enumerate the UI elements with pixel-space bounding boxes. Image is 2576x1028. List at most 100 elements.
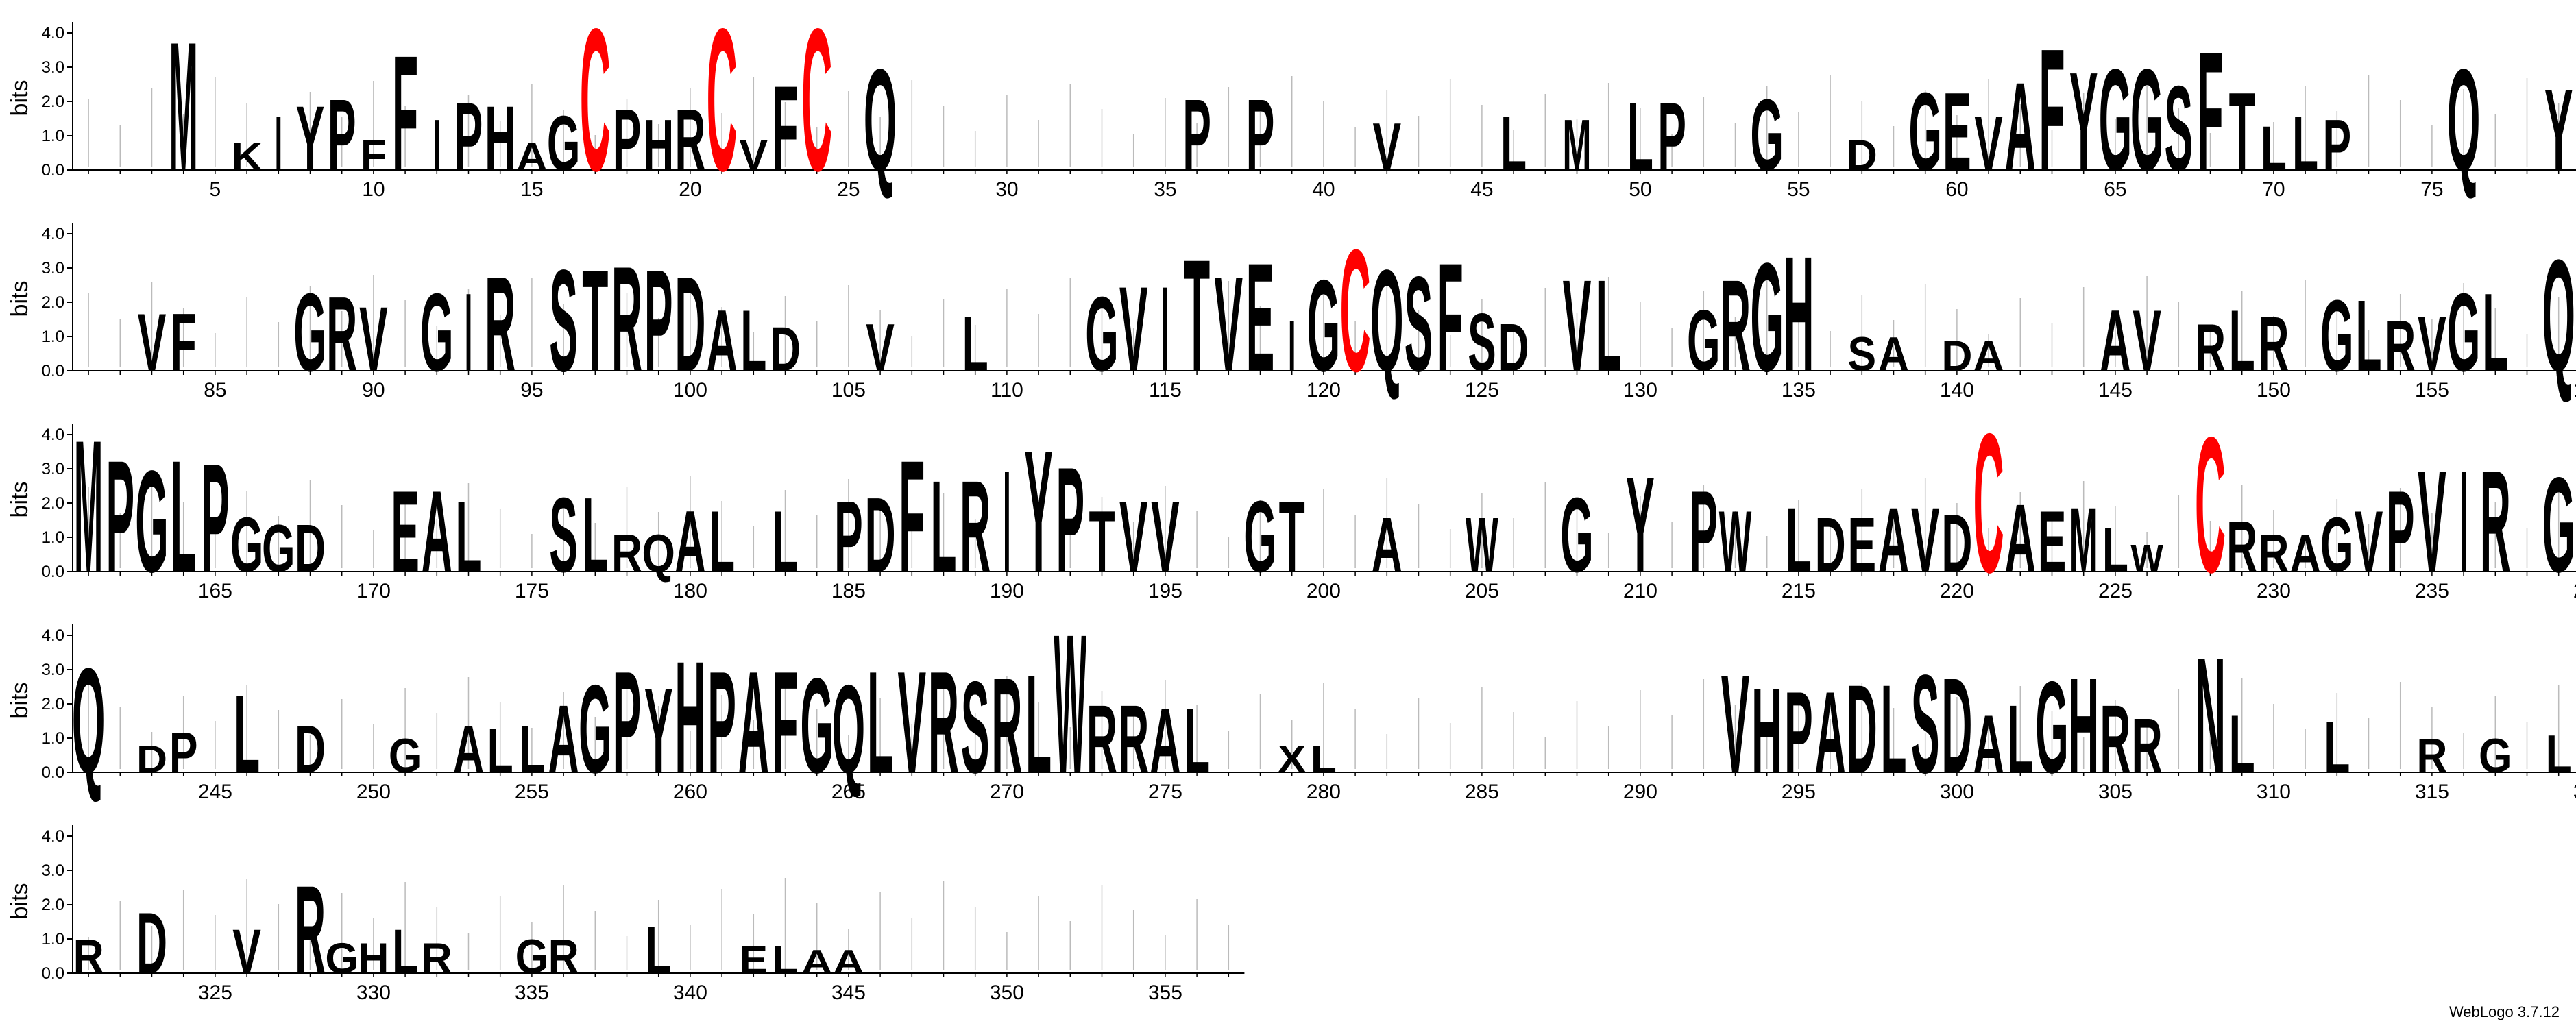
residue-letter: W xyxy=(1719,494,1752,591)
residue-letter: R xyxy=(2416,729,2447,783)
y-tick-label: 1.0 xyxy=(42,127,64,145)
residue-letter: R xyxy=(2258,301,2289,387)
residue-letter: A xyxy=(1973,698,2004,790)
residue-letter: A xyxy=(2290,523,2321,583)
residue-letter: G xyxy=(1243,480,1277,594)
x-tick-label: 310 xyxy=(2257,781,2291,803)
residue-letter: L xyxy=(1025,646,1052,803)
residue-letter: D xyxy=(675,249,705,400)
residue-letter: S xyxy=(961,655,990,800)
residue-letter: A xyxy=(516,135,547,179)
x-tick-label: 345 xyxy=(831,981,866,1004)
residue-letter: L xyxy=(2324,707,2350,788)
residue-letter: V xyxy=(866,309,895,385)
residue-letter: A xyxy=(738,642,769,804)
residue-letter: F xyxy=(899,428,925,607)
residue-letter: L xyxy=(2261,113,2287,184)
residue-letter: M xyxy=(1563,104,1592,186)
y-tick-label: 3.0 xyxy=(42,259,64,278)
logo-row-2: bits 0.0 1.0 2.0 3.0 4.0 85 90 95 100 105 110 115 120… xyxy=(7,223,2576,402)
y-tick-label: 2.0 xyxy=(42,896,64,914)
y-tick-label: 1.0 xyxy=(42,930,64,949)
x-tick-label: 20 xyxy=(679,178,701,201)
residue-letter: Q xyxy=(864,40,897,201)
y-tick-label: 0.0 xyxy=(42,362,64,380)
x-tick-label: 85 xyxy=(204,379,226,402)
x-tick-label: 135 xyxy=(1782,379,1816,402)
residue-letter: D xyxy=(136,895,167,992)
residue-letter: G xyxy=(2320,502,2354,588)
residue-letter: H xyxy=(1783,223,1814,406)
y-tick-label: 3.0 xyxy=(42,460,64,478)
residue-letter: A xyxy=(2100,293,2130,390)
residue-letter: L xyxy=(772,938,798,982)
residue-letter: G xyxy=(2035,655,2069,800)
residue-letter: P xyxy=(644,241,673,402)
residue-letter: G xyxy=(420,271,454,395)
y-axis-label: bits xyxy=(7,482,33,518)
x-tick-label: 170 xyxy=(356,580,391,602)
y-tick-label: 4.0 xyxy=(42,225,64,243)
residue-letter: P xyxy=(201,432,230,605)
residue-letter: T xyxy=(1184,228,1210,406)
residue-letter: W xyxy=(2130,537,2163,580)
residue-letter: E xyxy=(391,467,420,597)
x-tick-label: 105 xyxy=(831,379,866,402)
x-tick-label: 65 xyxy=(2104,178,2126,201)
residue-letter: L xyxy=(1311,737,1337,781)
residue-letter: D xyxy=(1941,332,1972,381)
residue-letter: G xyxy=(2447,271,2481,395)
residue-letter: R xyxy=(2385,306,2416,387)
x-tick-label: 55 xyxy=(1787,178,1810,201)
residue-letter: V xyxy=(1911,489,1940,591)
x-tick-label: 225 xyxy=(2098,580,2133,602)
residue-letter: A xyxy=(1878,489,1909,591)
residue-letter: D xyxy=(865,476,896,595)
residue-letter: F xyxy=(2039,14,2065,208)
x-tick-label: 245 xyxy=(198,781,232,803)
residue-letter: V xyxy=(1372,108,1401,184)
residue-letter: R xyxy=(2100,685,2130,794)
residue-letter: F xyxy=(1437,232,1463,404)
x-tick-label: 295 xyxy=(1782,781,1816,803)
x-tick-label: 10 xyxy=(362,178,385,201)
x-tick-label: 215 xyxy=(1782,580,1816,602)
residue-letter: L xyxy=(455,480,481,594)
residue-letter: L xyxy=(772,493,798,591)
residue-letter: C xyxy=(580,0,611,214)
x-tick-label: 290 xyxy=(1623,781,1657,803)
residue-letter: C xyxy=(801,0,832,214)
residue-letter: V xyxy=(2418,441,2446,603)
residue-letter: H xyxy=(1751,663,1782,798)
residue-letter: F xyxy=(392,22,418,206)
residue-letter: S xyxy=(1405,249,1433,400)
x-tick-label: 155 xyxy=(2415,379,2449,402)
residue-letter: Q xyxy=(1370,241,1404,402)
residue-letter: M xyxy=(169,3,198,209)
residue-letter: E xyxy=(1943,71,1971,195)
residue-letter: R xyxy=(611,236,642,404)
residue-letter: H xyxy=(675,629,705,807)
residue-letter: L xyxy=(519,711,545,787)
x-tick-label: 305 xyxy=(2098,781,2133,803)
residue-letter: P xyxy=(1246,79,1275,193)
residue-letter: K xyxy=(232,135,263,179)
residue-letter: L xyxy=(740,293,766,390)
residue-letter: Y xyxy=(2544,65,2573,195)
residue-letter: G xyxy=(293,271,327,395)
residue-letter: G xyxy=(2479,729,2512,783)
x-tick-label: 15 xyxy=(520,178,543,201)
residue-letter: N xyxy=(2195,624,2226,808)
y-tick-label: 2.0 xyxy=(42,494,64,513)
y-tick-label: 4.0 xyxy=(42,827,64,846)
residue-letter: R xyxy=(675,92,705,189)
residue-letter: G xyxy=(579,659,612,800)
x-tick-label: 320 xyxy=(2573,781,2576,803)
x-tick-label: 100 xyxy=(673,379,707,402)
residue-letter: P xyxy=(328,79,356,193)
residue-letter: P xyxy=(1657,83,1686,191)
residue-letter: I xyxy=(1003,441,1010,603)
x-tick-label: 45 xyxy=(1470,178,1493,201)
residue-letter: F xyxy=(171,297,197,389)
residue-letter: V xyxy=(138,297,167,389)
